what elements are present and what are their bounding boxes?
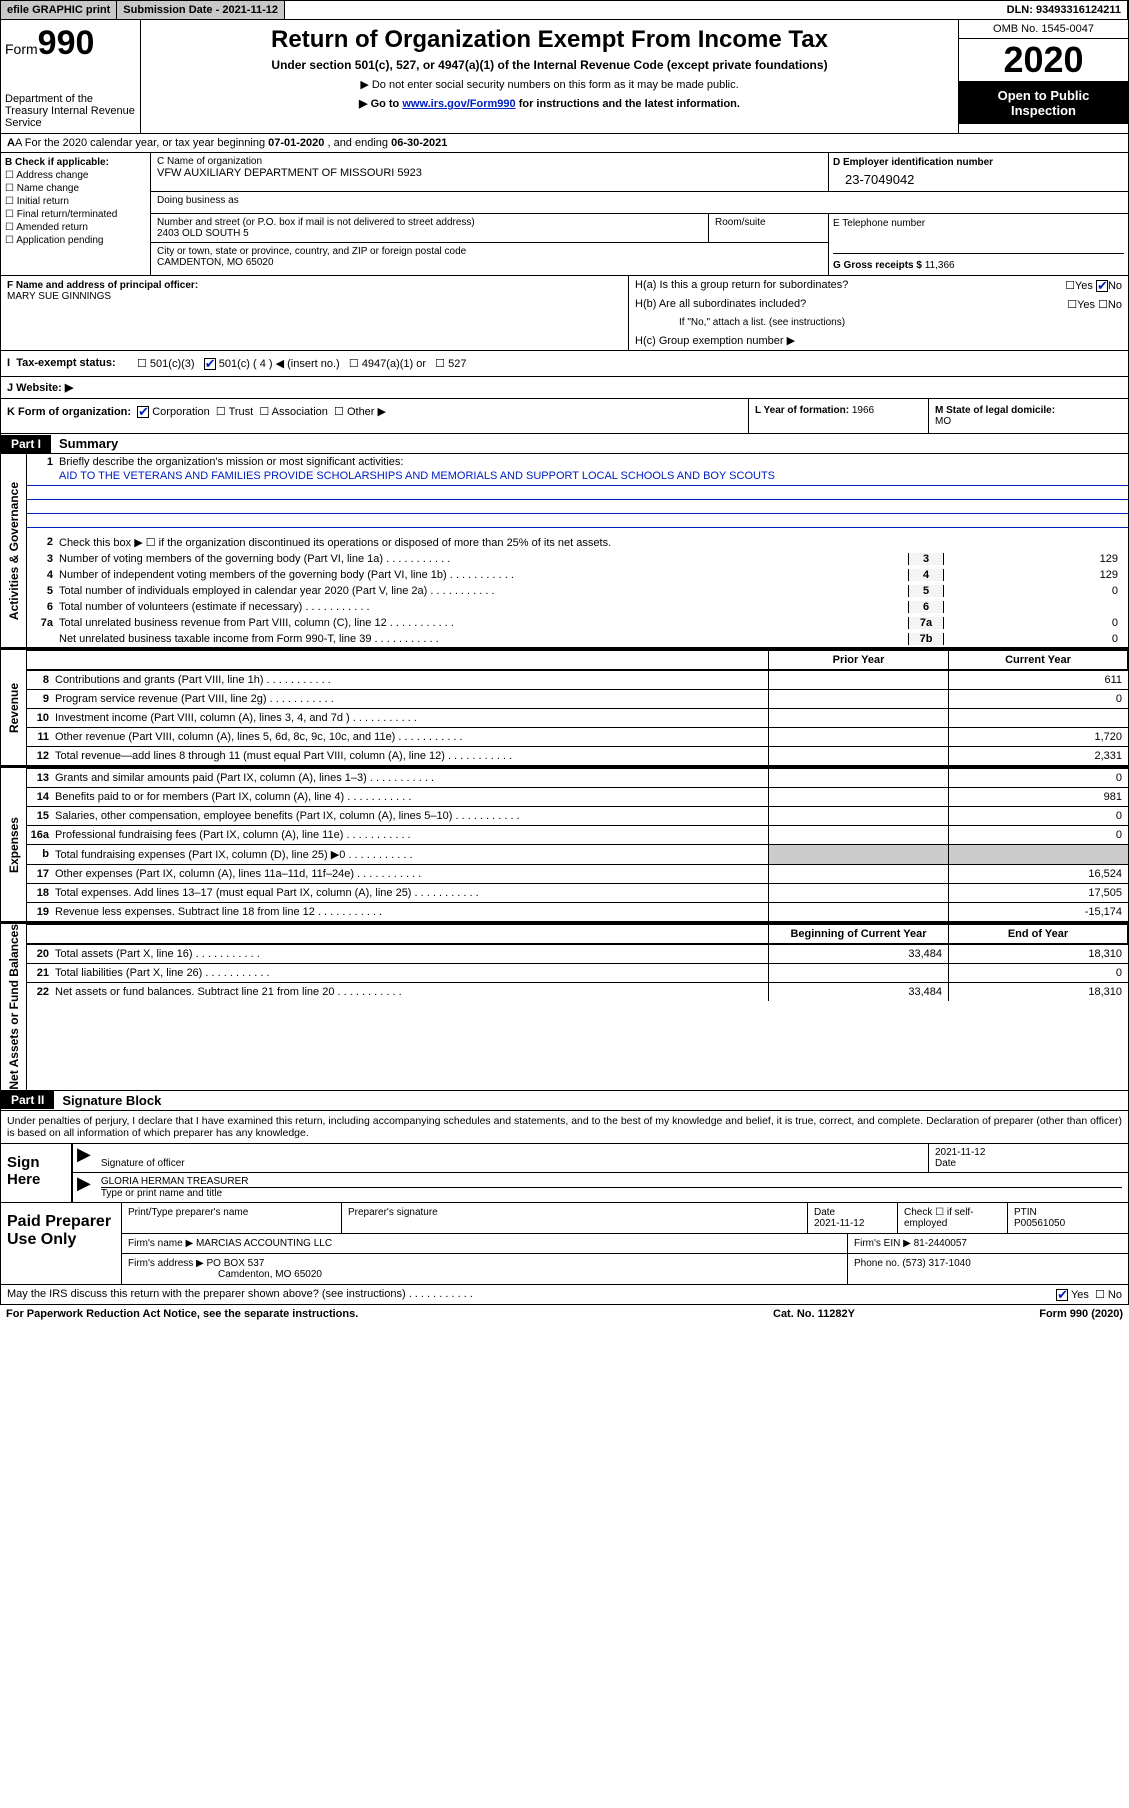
sidebar-netassets: Net Assets or Fund Balances: [7, 924, 21, 1090]
table-row: 15Salaries, other compensation, employee…: [27, 806, 1128, 825]
submission-date-button[interactable]: Submission Date - 2021-11-12: [117, 1, 285, 19]
omb-number: OMB No. 1545-0047: [959, 20, 1128, 39]
chk-pending[interactable]: ☐ Application pending: [5, 235, 146, 246]
summary-line: 7aTotal unrelated business revenue from …: [27, 615, 1128, 631]
form-header: Form990 Department of the Treasury Inter…: [0, 20, 1129, 134]
table-row: 12Total revenue—add lines 8 through 11 (…: [27, 746, 1128, 765]
col-d: D Employer identification number 23-7049…: [828, 153, 1128, 191]
chk-address-change[interactable]: ☐ Address change: [5, 170, 146, 181]
discuss-yes[interactable]: [1056, 1289, 1068, 1301]
ein-label: D Employer identification number: [833, 157, 1124, 168]
row-k: K Form of organization: Corporation ☐ Tr…: [0, 399, 1129, 434]
signature-declaration: Under penalties of perjury, I declare th…: [0, 1111, 1129, 1144]
form-number: Form990: [5, 24, 136, 63]
goto-note: ▶ Go to www.irs.gov/Form990 for instruct…: [147, 97, 952, 110]
table-row: 22Net assets or fund balances. Subtract …: [27, 982, 1128, 1001]
chk-amended[interactable]: ☐ Amended return: [5, 222, 146, 233]
row-a: AA For the 2020 calendar year, or tax ye…: [0, 134, 1129, 153]
form-title: Return of Organization Exempt From Incom…: [147, 26, 952, 54]
open-to-public: Open to Public Inspection: [959, 82, 1128, 124]
arrow-icon: ▶: [73, 1173, 95, 1202]
org-name-label: C Name of organization: [157, 156, 822, 167]
col-c: C Name of organization VFW AUXILIARY DEP…: [151, 153, 1128, 275]
chk-corp[interactable]: [137, 406, 149, 418]
table-row: bTotal fundraising expenses (Part IX, co…: [27, 844, 1128, 864]
summary-line: 4Number of independent voting members of…: [27, 567, 1128, 583]
bottom-footer: For Paperwork Reduction Act Notice, see …: [0, 1305, 1129, 1323]
col-e: E Telephone number G Gross receipts $ 11…: [828, 214, 1128, 275]
chk-501c[interactable]: [204, 358, 216, 370]
ein-value: 23-7049042: [833, 172, 1124, 187]
table-row: 20Total assets (Part X, line 16)33,48418…: [27, 944, 1128, 963]
irs-link[interactable]: www.irs.gov/Form990: [402, 98, 515, 110]
col-b: B Check if applicable: ☐ Address change …: [1, 153, 151, 275]
summary-line: 5Total number of individuals employed in…: [27, 583, 1128, 599]
sidebar-revenue: Revenue: [7, 683, 21, 733]
sidebar-activities: Activities & Governance: [7, 482, 21, 620]
table-row: 8Contributions and grants (Part VIII, li…: [27, 670, 1128, 689]
mission-text: AID TO THE VETERANS AND FAMILIES PROVIDE…: [27, 470, 1128, 486]
chk-name-change[interactable]: ☐ Name change: [5, 183, 146, 194]
expenses-section: Expenses 13Grants and similar amounts pa…: [0, 766, 1129, 922]
table-row: 13Grants and similar amounts paid (Part …: [27, 768, 1128, 787]
sidebar-expenses: Expenses: [7, 817, 21, 873]
org-name: VFW AUXILIARY DEPARTMENT OF MISSOURI 592…: [157, 167, 822, 179]
row-j: J Website: ▶: [0, 377, 1129, 399]
dept-treasury: Department of the Treasury Internal Reve…: [5, 93, 136, 129]
table-row: 17Other expenses (Part IX, column (A), l…: [27, 864, 1128, 883]
form-subtitle: Under section 501(c), 527, or 4947(a)(1)…: [147, 58, 952, 72]
table-row: 14Benefits paid to or for members (Part …: [27, 787, 1128, 806]
dba: Doing business as: [151, 192, 1128, 214]
table-row: 9Program service revenue (Part VIII, lin…: [27, 689, 1128, 708]
part2-header: Part II Signature Block: [0, 1091, 1129, 1111]
summary-line: 6Total number of volunteers (estimate if…: [27, 599, 1128, 615]
activities-governance: Activities & Governance 1Briefly describ…: [0, 454, 1129, 648]
netassets-section: Net Assets or Fund Balances Beginning of…: [0, 922, 1129, 1091]
row-f-h: F Name and address of principal officer:…: [0, 276, 1129, 351]
col-h: H(a) Is this a group return for subordin…: [628, 276, 1128, 350]
revenue-section: Revenue Prior YearCurrent Year 8Contribu…: [0, 648, 1129, 766]
city-label: City or town, state or province, country…: [157, 246, 822, 257]
chk-initial-return[interactable]: ☐ Initial return: [5, 196, 146, 207]
paid-preparer: Paid Preparer Use Only Print/Type prepar…: [0, 1203, 1129, 1285]
box-b-c-d: B Check if applicable: ☐ Address change …: [0, 153, 1129, 276]
table-row: 19Revenue less expenses. Subtract line 1…: [27, 902, 1128, 921]
sign-here: Sign Here ▶ Signature of officer 2021-11…: [0, 1144, 1129, 1203]
dln: DLN: 93493316124211: [1001, 1, 1128, 19]
irs-discuss: May the IRS discuss this return with the…: [0, 1285, 1129, 1305]
efile-print-button[interactable]: efile GRAPHIC print: [1, 1, 117, 19]
tax-year: 2020: [959, 39, 1128, 82]
city-value: CAMDENTON, MO 65020: [157, 257, 822, 268]
chk-final-return[interactable]: ☐ Final return/terminated: [5, 209, 146, 220]
summary-line: 3Number of voting members of the governi…: [27, 551, 1128, 567]
part1-header: Part I Summary: [0, 434, 1129, 454]
table-row: 16aProfessional fundraising fees (Part I…: [27, 825, 1128, 844]
col-f: F Name and address of principal officer:…: [1, 276, 628, 350]
ha-no[interactable]: [1096, 280, 1108, 292]
table-row: 21Total liabilities (Part X, line 26)0: [27, 963, 1128, 982]
row-i: I Tax-exempt status: ☐ 501(c)(3) 501(c) …: [0, 351, 1129, 377]
table-row: 11Other revenue (Part VIII, column (A), …: [27, 727, 1128, 746]
street-label: Number and street (or P.O. box if mail i…: [157, 217, 702, 228]
summary-line: Net unrelated business taxable income fr…: [27, 631, 1128, 647]
street-value: 2403 OLD SOUTH 5: [157, 228, 702, 239]
arrow-icon: ▶: [73, 1144, 95, 1172]
table-row: 18Total expenses. Add lines 13–17 (must …: [27, 883, 1128, 902]
ssn-note: ▶ Do not enter social security numbers o…: [147, 78, 952, 91]
room-suite: Room/suite: [708, 214, 828, 242]
topbar: efile GRAPHIC print Submission Date - 20…: [0, 0, 1129, 20]
table-row: 10Investment income (Part VIII, column (…: [27, 708, 1128, 727]
